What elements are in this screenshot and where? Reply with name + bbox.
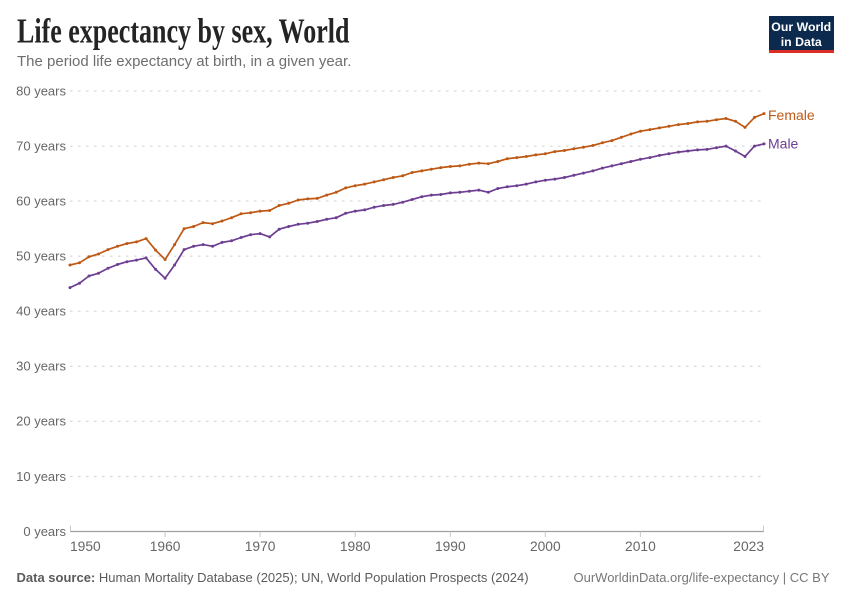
svg-text:0 years: 0 years	[23, 524, 66, 539]
svg-text:20 years: 20 years	[16, 414, 66, 429]
svg-text:1960: 1960	[150, 539, 181, 554]
svg-text:60 years: 60 years	[16, 194, 66, 209]
svg-text:1980: 1980	[340, 539, 371, 554]
svg-text:40 years: 40 years	[16, 304, 66, 319]
svg-text:50 years: 50 years	[16, 249, 66, 264]
svg-text:Female: Female	[768, 107, 815, 123]
svg-text:2000: 2000	[530, 539, 561, 554]
svg-text:1990: 1990	[435, 539, 466, 554]
svg-text:2023: 2023	[733, 539, 764, 554]
svg-text:1950: 1950	[70, 539, 101, 554]
svg-text:1970: 1970	[245, 539, 276, 554]
svg-text:2010: 2010	[625, 539, 656, 554]
svg-text:70 years: 70 years	[16, 139, 66, 154]
svg-text:30 years: 30 years	[16, 359, 66, 374]
svg-text:80 years: 80 years	[16, 84, 66, 99]
svg-text:Male: Male	[768, 136, 799, 152]
svg-text:10 years: 10 years	[16, 469, 66, 484]
